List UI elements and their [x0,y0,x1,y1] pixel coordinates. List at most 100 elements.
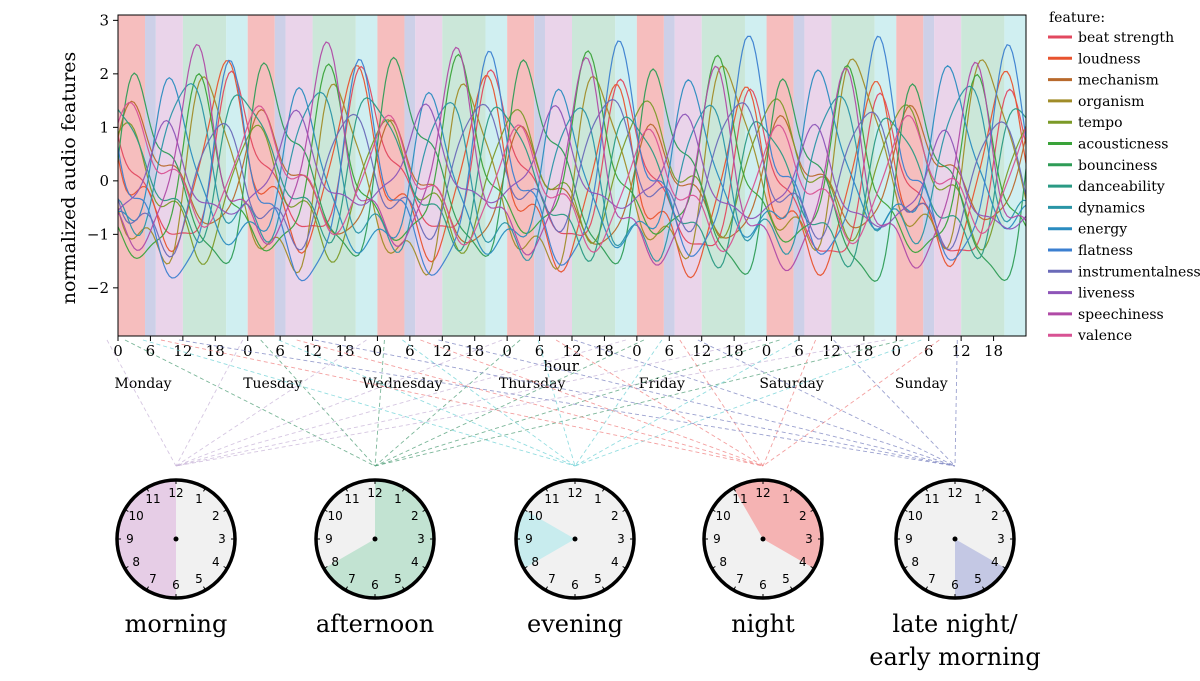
connector-line [260,339,376,467]
clock-center-dot [372,536,378,542]
clock-tick [545,488,548,492]
legend-entry: dynamics [1078,200,1145,216]
x-tick-label: 12 [692,342,711,360]
legend-entry: mechanism [1078,73,1159,89]
clock-tick [712,566,716,569]
clock-number: 12 [567,486,582,500]
clock-number: 5 [974,572,982,586]
y-tick-label: −2 [87,279,109,297]
x-tick-label: 6 [665,342,675,360]
band-late-night-early-morning [793,15,805,336]
y-tick-label: 1 [99,118,109,136]
x-tick-label: 18 [206,342,225,360]
legend-entry: energy [1078,222,1127,238]
series-line-speechiness [117,41,1027,272]
band-late-night-early-morning [663,15,675,336]
clock-number: 6 [759,578,767,592]
clock-number: 6 [951,578,959,592]
connector-line [178,339,956,467]
x-tick-label: 12 [173,342,192,360]
x-tick-label: 12 [822,342,841,360]
clock-tick [982,488,985,492]
connector-line [574,339,798,467]
clock-number: 1 [394,492,402,506]
clock-tick [324,509,328,512]
connector-line [833,339,956,467]
clock-number: 12 [947,486,962,500]
connector-line [175,339,626,467]
connector-line [175,339,762,467]
clock-tick [324,566,328,569]
clock-number: 2 [611,509,619,523]
series-lines [117,35,1027,282]
x-tick-label: 12 [562,342,581,360]
clock-number: 9 [905,532,913,546]
clock-center-dot [760,536,766,542]
clock-number: 11 [344,492,359,506]
clock-label: night [731,610,795,638]
clock-number: 1 [594,492,602,506]
clock-number: 4 [411,555,419,569]
y-axis-title: normalized audio features [58,52,80,305]
x-tick-label: 0 [243,342,253,360]
clock-number: 5 [394,572,402,586]
band-morning [155,15,183,336]
band-night [507,15,535,336]
x-tick-label: 12 [952,342,971,360]
clock-number: 7 [149,572,157,586]
x-tick-label: 6 [535,342,545,360]
clock-sector [323,480,434,598]
clock-rim [894,478,1016,600]
clock-number: 5 [594,572,602,586]
day-label-friday: Friday [639,376,685,392]
clock-number: 8 [331,555,339,569]
clock-number: 6 [571,578,579,592]
connector-line [278,339,576,467]
clock-number: 2 [212,509,220,523]
legend-entry: flatness [1078,243,1133,259]
legend-entry: organism [1078,94,1144,110]
clock-sector [516,509,575,569]
connector-line [574,339,956,467]
band-evening [1004,15,1026,336]
clock-center-dot [952,536,958,542]
clock-number: 9 [126,532,134,546]
connector-line [374,339,385,467]
clock-tick [1002,509,1006,512]
connector-line [574,339,663,467]
clock-number: 3 [617,532,625,546]
x-axis-title: hour [543,357,579,375]
connector-line [106,339,177,467]
connector-line [762,339,940,467]
day-label-thursday: Thursday [499,376,566,392]
clock-tick [712,509,716,512]
x-tick-label: 0 [892,342,902,360]
x-tick-label: 18 [984,342,1003,360]
legend-entry: instrumentalness [1078,264,1200,280]
clock-number: 1 [974,492,982,506]
x-tick-label: 12 [433,342,452,360]
connector-line [762,339,816,467]
clock-tick [622,509,626,512]
band-night [896,15,924,336]
connector-line [296,339,764,467]
clock-tick [524,509,528,512]
y-tick-label: 3 [99,11,109,29]
clock-rim [314,478,436,600]
clock-tick [904,566,908,569]
clock-number: 8 [911,555,919,569]
clock-number: 9 [713,532,721,546]
series-line-beat-strength [117,65,1027,253]
connector-line [954,339,958,467]
clock-label: late night/ [892,610,1018,638]
x-tick-label: 12 [303,342,322,360]
series-line-loudness [117,60,1027,279]
clock-number: 9 [525,532,533,546]
clock-number: 7 [736,572,744,586]
clock-number: 1 [195,492,203,506]
connector-line [402,339,576,467]
clock-number: 10 [716,509,731,523]
clock-tick [422,509,426,512]
